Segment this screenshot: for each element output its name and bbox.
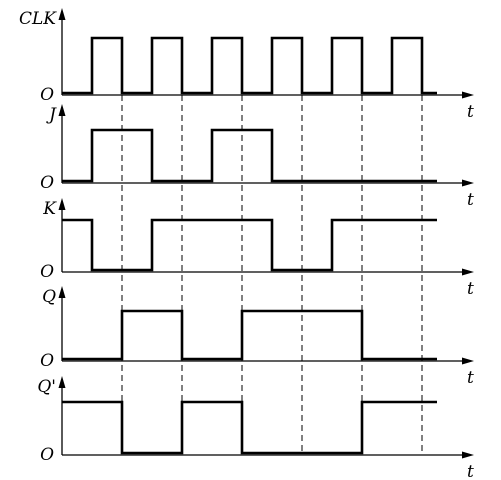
panel-clk: CLK Ot [19,8,474,122]
origin-label: O [40,262,54,282]
signal-label-j: J [46,105,57,125]
y-axis-arrow-icon [58,198,66,210]
panel-j: J Ot [40,104,474,210]
panel-k: K Ot [40,198,474,299]
waveform-k [62,218,437,272]
panel-q-prime: Q' Ot [37,376,474,480]
time-label: t [467,279,474,299]
waveform-q-prime [62,400,437,455]
y-axis-arrow-icon [58,8,66,20]
signal-label-clk: CLK [19,9,57,29]
signal-label-k: K [42,199,57,219]
time-label: t [467,462,474,480]
y-axis-arrow-icon [58,286,66,298]
origin-label: O [40,85,54,105]
y-axis-arrow-icon [58,104,66,116]
time-axis-arrow-icon [462,268,474,276]
time-label: t [467,102,474,122]
waveform-j [62,128,437,183]
origin-label: O [40,351,54,371]
origin-label: O [40,445,54,465]
time-label: t [467,368,474,388]
time-axis-arrow-icon [462,451,474,459]
y-axis-arrow-icon [58,376,66,388]
waveform-clk [62,36,437,95]
time-label: t [467,190,474,210]
time-axis-arrow-icon [462,357,474,365]
signal-label-q-prime: Q' [37,377,56,397]
clock-edge-guides [121,95,423,455]
panel-q: Q Ot [40,286,474,388]
origin-label: O [40,173,54,193]
signal-label-q: Q [42,287,56,307]
time-axis-arrow-icon [462,91,474,99]
waveform-q [62,309,437,361]
time-axis-arrow-icon [462,179,474,187]
